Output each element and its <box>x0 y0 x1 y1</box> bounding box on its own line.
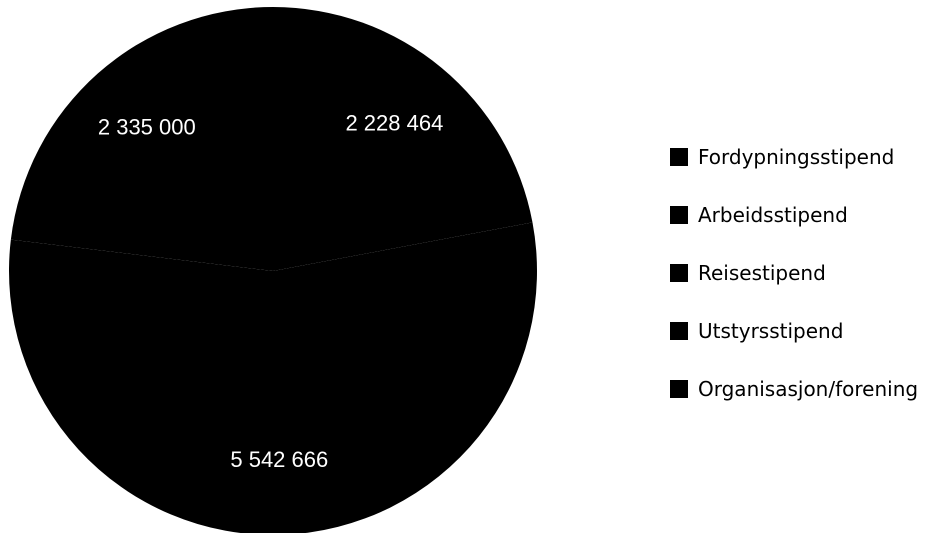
slice-data-label: 2 228 464 <box>345 111 443 136</box>
legend-label: Reisestipend <box>698 261 826 285</box>
legend-swatch <box>670 380 688 398</box>
legend-label: Arbeidsstipend <box>698 203 848 227</box>
legend-item: Organisasjon/forening <box>670 360 918 418</box>
legend-item: Arbeidsstipend <box>670 186 918 244</box>
legend-swatch <box>670 264 688 282</box>
legend-label: Fordypningsstipend <box>698 145 895 169</box>
pie-slice <box>10 7 274 271</box>
legend-swatch <box>670 322 688 340</box>
chart-legend: Fordypningsstipend Arbeidsstipend Reises… <box>670 128 918 418</box>
legend-item: Fordypningsstipend <box>670 128 918 186</box>
pie-slice <box>273 7 533 271</box>
legend-item: Reisestipend <box>670 244 918 302</box>
slice-data-label: 5 542 666 <box>230 447 328 472</box>
pie-slice <box>9 222 537 533</box>
legend-item: Utstyrsstipend <box>670 302 918 360</box>
slice-data-label: 2 335 000 <box>98 115 196 140</box>
legend-label: Organisasjon/forening <box>698 377 919 401</box>
legend-swatch <box>670 148 688 166</box>
legend-swatch <box>670 206 688 224</box>
legend-label: Utstyrsstipend <box>698 319 844 343</box>
